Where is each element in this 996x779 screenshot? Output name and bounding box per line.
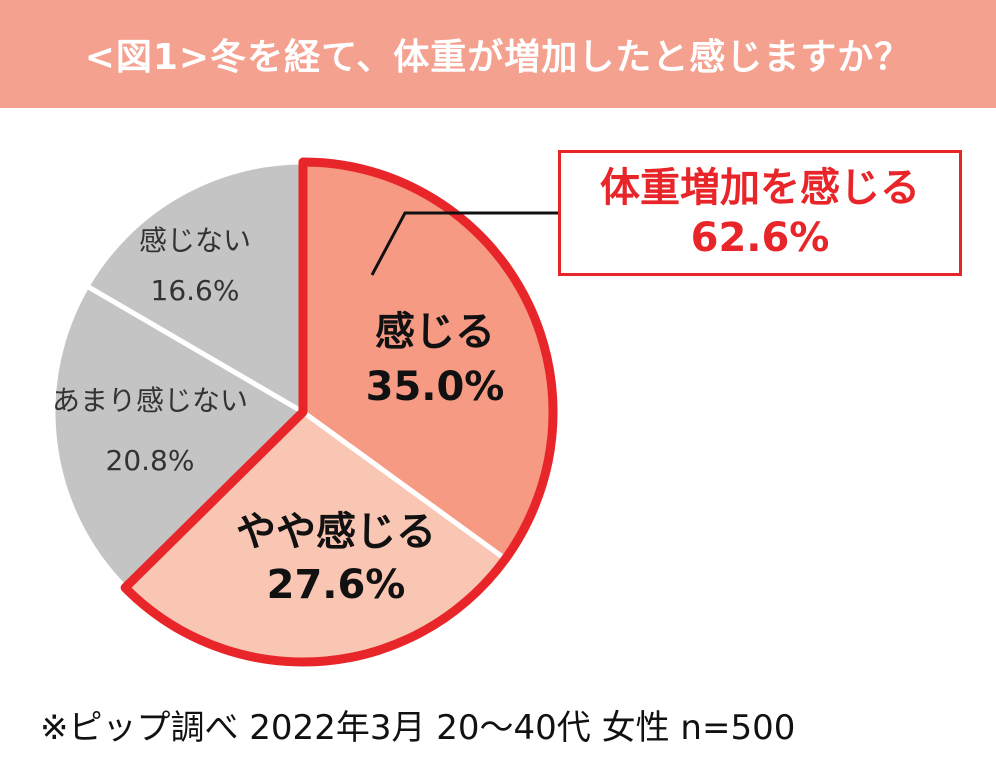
pie-slice-4 [83, 159, 306, 417]
pie-slice-3 [50, 282, 308, 592]
slice-value-1: 35.0% [366, 364, 505, 410]
slice-value-4: 16.6% [151, 274, 240, 307]
callout-leader-line [370, 211, 558, 276]
slice-label-4: 感じない [139, 224, 251, 257]
slice-label-2: やや感じる [236, 509, 436, 555]
callout-label: 体重増加を感じる [600, 165, 920, 211]
slice-label-1: 感じる [375, 309, 495, 355]
callout-box: 体重増加を感じる 62.6% [558, 150, 962, 276]
slice-value-2: 27.6% [267, 562, 406, 608]
callout-value: 62.6% [690, 215, 830, 261]
source-note: ※ピップ調べ 2022年3月 20〜40代 女性 n=500 [40, 708, 796, 748]
slice-value-3: 20.8% [106, 444, 195, 477]
slice-label-3: あまり感じない [52, 384, 248, 417]
highlight-outline [120, 157, 558, 667]
pie-chart: 感じる 35.0% やや感じる 27.6% あまり感じない 20.8% 感じない 16.6% [50, 157, 558, 667]
chart-title: <図1>冬を経て、体重が増加したと感じますか？ [0, 0, 996, 108]
